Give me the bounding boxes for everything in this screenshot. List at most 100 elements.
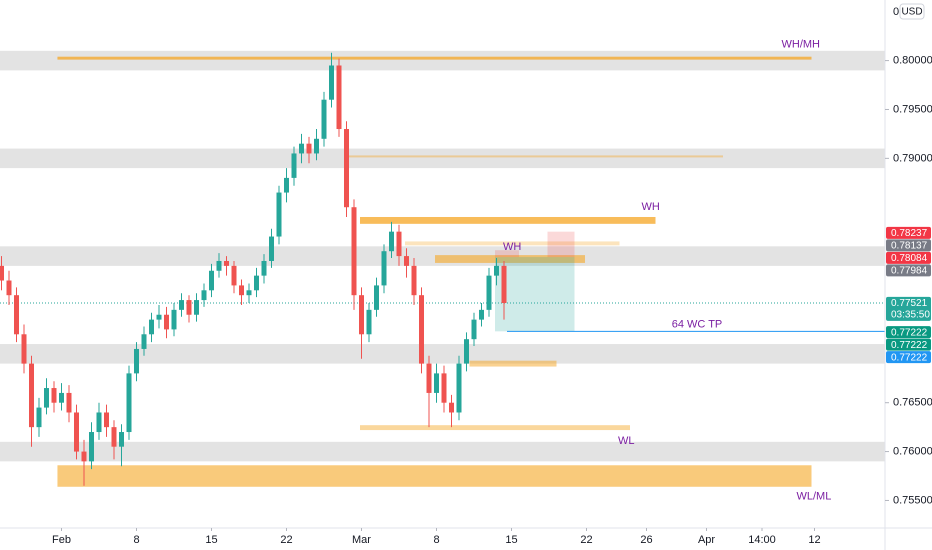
candle-body: [141, 334, 147, 349]
y-tick-label: 0.75500: [893, 494, 932, 506]
candle-body: [254, 275, 259, 291]
candle-body: [29, 363, 34, 428]
time-axis-bg: [0, 528, 885, 550]
candle-body: [479, 309, 484, 320]
x-tick-label: 8: [433, 534, 439, 546]
candle-body: [359, 295, 364, 335]
zone: [0, 344, 885, 364]
x-tick-label: Mar: [352, 534, 371, 546]
price-tag-label: 0.77984: [891, 266, 928, 277]
price-tag: [886, 264, 931, 277]
x-tick-label: 12: [808, 534, 820, 546]
candle-body: [351, 207, 357, 296]
level-label: WL/ML: [797, 491, 832, 503]
x-tick-label: Apr: [698, 534, 715, 546]
level-label: WH: [503, 241, 521, 253]
candle-body: [389, 231, 394, 252]
level: [469, 360, 557, 367]
level-label: WH: [642, 201, 660, 213]
candle-body: [434, 373, 439, 393]
candle-body: [329, 65, 334, 100]
candle-body: [156, 314, 162, 320]
candle-body: [126, 373, 132, 433]
candle-body: [419, 295, 424, 364]
candle-body: [201, 290, 207, 301]
currency-box: [899, 3, 925, 20]
stop-zone: [547, 231, 575, 258]
candle-body: [179, 300, 184, 310]
x-tick-label: 22: [280, 534, 292, 546]
zone: [0, 148, 885, 169]
price-tag: [886, 251, 931, 264]
candle-body: [224, 260, 229, 266]
candle-body: [186, 300, 192, 315]
price-tag: [886, 326, 931, 339]
x-tick-label: 15: [505, 534, 517, 546]
candle-body: [246, 290, 252, 296]
candle-body: [164, 314, 169, 330]
x-tick-label: 15: [205, 534, 217, 546]
tp-label: 64 WC TP: [672, 318, 723, 330]
candle-body: [119, 432, 124, 447]
level-label: WH/MH: [782, 39, 821, 51]
candle-body: [44, 388, 49, 408]
target-zone: [495, 257, 575, 332]
candle-body: [411, 265, 417, 296]
x-tick-label: 14:00: [748, 534, 776, 546]
x-tick-label: 22: [580, 534, 592, 546]
x-tick-label: 26: [640, 534, 652, 546]
y-tick-label: 0.79500: [893, 103, 932, 115]
y-tick-label: 0.76000: [893, 445, 932, 457]
level: [360, 425, 630, 431]
zone: [0, 50, 885, 71]
price-tag-label: 0.78237: [891, 228, 928, 239]
candle-body: [216, 260, 222, 271]
candle-body: [89, 432, 94, 462]
candle-body: [231, 265, 237, 286]
candle-body: [74, 412, 79, 452]
candle-body: [471, 319, 477, 340]
axis-top-label: 0.: [893, 6, 902, 18]
price-tag-label: 0.78137: [891, 241, 928, 252]
candle-body: [269, 236, 274, 261]
candle-body: [6, 280, 12, 296]
candle-body: [134, 348, 139, 374]
candle-body: [291, 153, 297, 178]
candle-body: [209, 270, 214, 291]
candle-body: [374, 285, 379, 310]
price-tag-label: 0.77222: [891, 340, 928, 351]
level-label: WL: [618, 435, 635, 447]
candle-body: [449, 402, 454, 413]
candle-body: [66, 392, 72, 413]
level: [360, 216, 656, 224]
price-tag: [886, 351, 931, 364]
price-tag-label: 0.77521: [891, 298, 928, 309]
candle-body: [59, 392, 64, 403]
candle-body: [239, 285, 244, 296]
y-tick-label: 0.80000: [893, 55, 932, 67]
candle-body: [194, 300, 199, 315]
candle-body: [0, 265, 4, 281]
candle-body: [284, 177, 289, 193]
price-tag: [886, 226, 931, 239]
price-tag: [886, 338, 931, 351]
price-tag-label: 0.77222: [891, 327, 928, 338]
y-tick-label: 0.76500: [893, 397, 932, 409]
candle-body: [299, 143, 304, 154]
candle-body: [171, 309, 177, 330]
level: [405, 241, 620, 246]
currency-label: USD: [901, 7, 922, 18]
candle-body: [104, 412, 109, 428]
price-tag: [886, 296, 931, 321]
candle-body: [456, 363, 462, 413]
level: [435, 255, 585, 263]
x-tick-label: 8: [133, 534, 139, 546]
price-tag: [886, 239, 931, 252]
candle-body: [494, 265, 499, 276]
zone: [0, 441, 885, 462]
candle-body: [426, 363, 432, 393]
countdown: 03:35:50: [891, 310, 930, 321]
candle-body: [314, 138, 319, 154]
candle-body: [51, 388, 57, 403]
